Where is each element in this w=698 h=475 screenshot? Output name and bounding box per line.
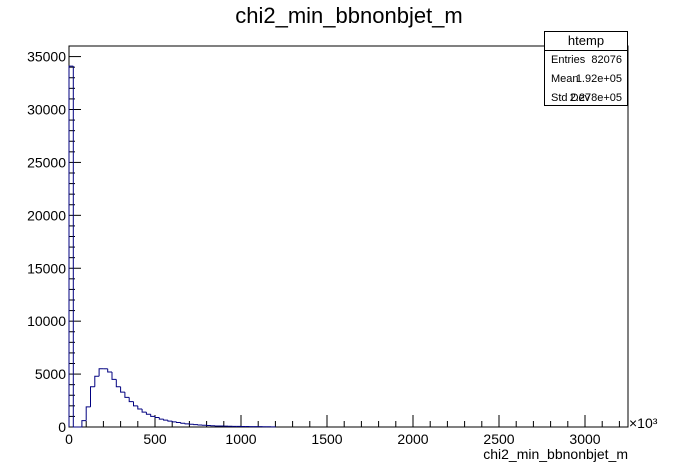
histogram-bin xyxy=(180,422,186,424)
x-axis-multiplier: ×10³ xyxy=(629,415,658,431)
histogram-bin xyxy=(68,65,74,427)
histogram-bin xyxy=(133,401,138,407)
stats-row-stddev: Std Dev 2.278e+05 xyxy=(545,89,627,107)
histogram-bin xyxy=(137,405,143,410)
stats-row-entries: Entries 82076 xyxy=(545,51,627,69)
histogram-bin xyxy=(94,375,100,387)
x-tick-label: 3000 xyxy=(569,431,600,447)
chart-title: chi2_min_bbnonbjet_m xyxy=(235,3,463,28)
histogram-bin xyxy=(154,416,160,418)
x-tick-label: 2500 xyxy=(483,431,514,447)
histogram-bin xyxy=(141,409,147,413)
histogram-bin xyxy=(150,414,155,417)
x-tick-label: 1000 xyxy=(225,431,256,447)
histogram-bin xyxy=(85,406,91,421)
x-tick-label: 500 xyxy=(143,431,167,447)
y-axis: 0 5000 10000 15000 20000 25000 30000 35000 xyxy=(27,45,81,435)
x-tick-label: 1500 xyxy=(311,431,342,447)
histogram-bin xyxy=(158,417,164,420)
y-tick-label: 5000 xyxy=(35,366,66,382)
histogram-bin xyxy=(107,368,112,373)
y-tick-label: 25000 xyxy=(27,154,66,170)
histogram-bin xyxy=(163,419,168,421)
histogram-bin xyxy=(124,392,130,398)
histogram-bin xyxy=(120,386,125,393)
histogram-bin xyxy=(111,371,117,380)
histogram-bin xyxy=(184,423,190,425)
y-tick-label: 20000 xyxy=(27,207,66,223)
histogram-bin xyxy=(176,421,181,424)
stats-entries-value: 82076 xyxy=(591,54,622,66)
histogram-bin xyxy=(90,386,95,407)
stats-box: htemp Entries 82076 Mean 1.92e+05 Std De… xyxy=(544,31,628,106)
histogram-bin xyxy=(145,412,151,415)
stats-mean-value: 1.92e+05 xyxy=(575,73,622,85)
x-tick-label: 0 xyxy=(65,431,73,447)
histogram-bin xyxy=(115,379,121,388)
stats-title: htemp xyxy=(545,32,627,51)
stats-row-mean: Mean 1.92e+05 xyxy=(545,70,627,88)
stats-entries-label: Entries xyxy=(551,54,586,66)
y-tick-label: 0 xyxy=(58,419,66,435)
histogram-bin xyxy=(81,420,87,427)
histogram-bin xyxy=(72,66,78,428)
x-tick-label: 2000 xyxy=(397,431,428,447)
x-axis-label: chi2_min_bbnonbjet_m xyxy=(483,446,628,462)
histogram-bin xyxy=(128,397,134,403)
histogram-bin xyxy=(171,421,177,423)
y-tick-label: 10000 xyxy=(27,313,66,329)
y-tick-label: 15000 xyxy=(27,260,66,276)
histogram-bin xyxy=(167,420,173,422)
stats-stddev-label: Std Dev xyxy=(551,92,591,104)
y-tick-label: 35000 xyxy=(27,49,66,65)
histogram-bin xyxy=(98,368,104,377)
histogram-series xyxy=(68,65,276,428)
y-tick-label: 30000 xyxy=(27,102,66,118)
x-axis: 0 500 1000 1500 2000 2500 3000 xyxy=(65,415,620,447)
stats-mean-label: Mean xyxy=(551,73,579,85)
stats-stddev-value: 2.278e+05 xyxy=(569,92,622,104)
